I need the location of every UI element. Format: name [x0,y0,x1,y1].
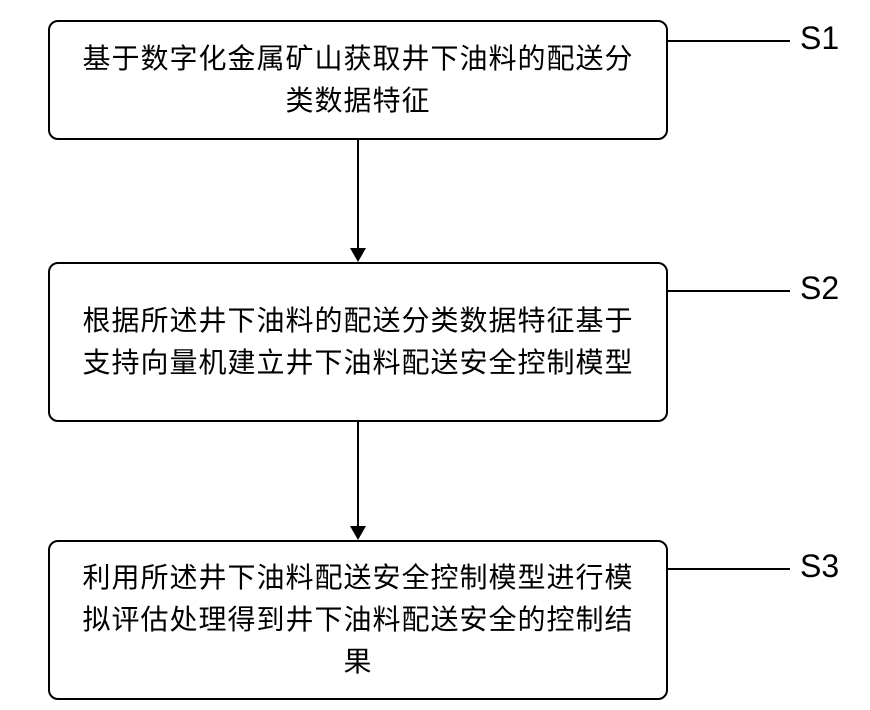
flow-node-s1-text: 基于数字化金属矿山获取井下油料的配送分类数据特征 [70,38,646,122]
flow-node-s3-text: 利用所述井下油料配送安全控制模型进行模拟评估处理得到井下油料配送安全的控制结果 [70,557,646,683]
arrow-s2-s3-head [350,526,366,540]
flow-node-s2-text: 根据所述井下油料的配送分类数据特征基于支持向量机建立井下油料配送安全控制模型 [70,300,646,384]
flow-node-s2: 根据所述井下油料的配送分类数据特征基于支持向量机建立井下油料配送安全控制模型 [48,262,668,422]
flow-label-s1: S1 [800,20,839,57]
flow-node-s1: 基于数字化金属矿山获取井下油料的配送分类数据特征 [48,20,668,140]
label-line-s1 [668,40,790,42]
flow-label-s3: S3 [800,548,839,585]
arrow-s2-s3-line [357,422,359,526]
label-line-s3 [668,568,790,570]
flow-label-s2: S2 [800,270,839,307]
arrow-s1-s2-head [350,248,366,262]
arrow-s1-s2-line [357,140,359,248]
flow-node-s3: 利用所述井下油料配送安全控制模型进行模拟评估处理得到井下油料配送安全的控制结果 [48,540,668,700]
flowchart-container: 基于数字化金属矿山获取井下油料的配送分类数据特征 S1 根据所述井下油料的配送分… [0,0,870,710]
label-line-s2 [668,290,790,292]
